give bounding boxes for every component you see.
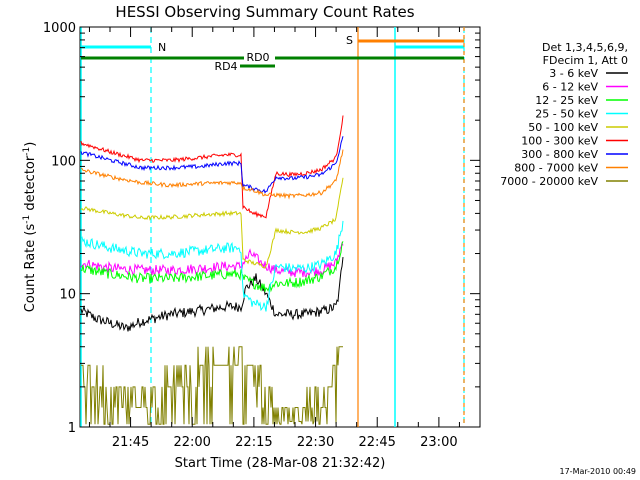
series-4-line: [80, 177, 344, 269]
legend-header-2: FDecim 1, Att 0: [543, 54, 628, 67]
series-5-line: [80, 115, 344, 219]
saa-label: S: [346, 34, 353, 47]
plot-frame: [79, 26, 481, 428]
y-axis-label-sup2: -1: [22, 147, 32, 156]
y-tick-label: 1: [68, 421, 76, 436]
x-tick-label: 22:45: [358, 435, 395, 450]
legend-label-6: 300 - 800 keV: [521, 148, 598, 161]
x-tick-label: 22:00: [173, 435, 210, 450]
series-1-line: [80, 241, 344, 279]
series-6-line: [80, 136, 344, 194]
legend-label-0: 3 - 6 keV: [549, 67, 598, 80]
y-axis-label: Count Rate (s-1 detector-1): [22, 142, 38, 313]
series-7-line: [80, 149, 344, 200]
y-axis-label-mid: detector: [23, 155, 38, 215]
night-label: N: [158, 41, 166, 54]
x-tick-label: 23:00: [420, 435, 457, 450]
legend-label-3: 25 - 50 keV: [535, 108, 598, 121]
x-tick-label: 22:15: [235, 435, 272, 450]
series-3-line: [80, 220, 344, 312]
legend-label-5: 100 - 300 keV: [521, 135, 598, 148]
legend-label-1: 6 - 12 keV: [542, 81, 598, 94]
x-tick-label: 22:30: [297, 435, 334, 450]
rd0-label: RD0: [246, 51, 269, 64]
y-tick-label: 100: [51, 154, 76, 169]
legend: Det 1,3,4,5,6,9, FDecim 1, Att 0 3 - 6 k…: [500, 41, 628, 188]
rd4-label: RD4: [214, 60, 237, 73]
legend-label-4: 50 - 100 keV: [528, 121, 598, 134]
y-tick-label: 1000: [43, 21, 76, 36]
y-tick-label: 10: [59, 288, 76, 303]
y-axis-label-sup1: -1: [22, 215, 32, 224]
legend-label-8: 7000 - 20000 keV: [500, 175, 598, 188]
series-2-line: [80, 241, 344, 293]
x-axis-label: Start Time (28-Mar-08 21:32:42): [175, 456, 386, 471]
legend-header-1: Det 1,3,4,5,6,9,: [542, 41, 628, 54]
y-axis-label-close: ): [23, 142, 38, 147]
x-tick-label: 21:45: [112, 435, 149, 450]
y-axis-label-main: Count Rate (s: [23, 224, 38, 313]
axis-layer: 1 10 100 1000 21:45 22:00 22:15 22:30 22:45 23:00: [43, 21, 481, 450]
chart-title: HESSI Observing Summary Count Rates: [115, 3, 414, 21]
series-0-line: [80, 257, 344, 332]
series-layer: [80, 115, 344, 425]
legend-label-7: 800 - 7000 keV: [514, 162, 598, 175]
timestamp: 17-Mar-2010 00:49: [560, 467, 637, 476]
series-8-line: [81, 346, 343, 425]
legend-label-2: 12 - 25 keV: [535, 94, 598, 107]
annotation-layer: N S RD0 RD4: [80, 27, 465, 427]
